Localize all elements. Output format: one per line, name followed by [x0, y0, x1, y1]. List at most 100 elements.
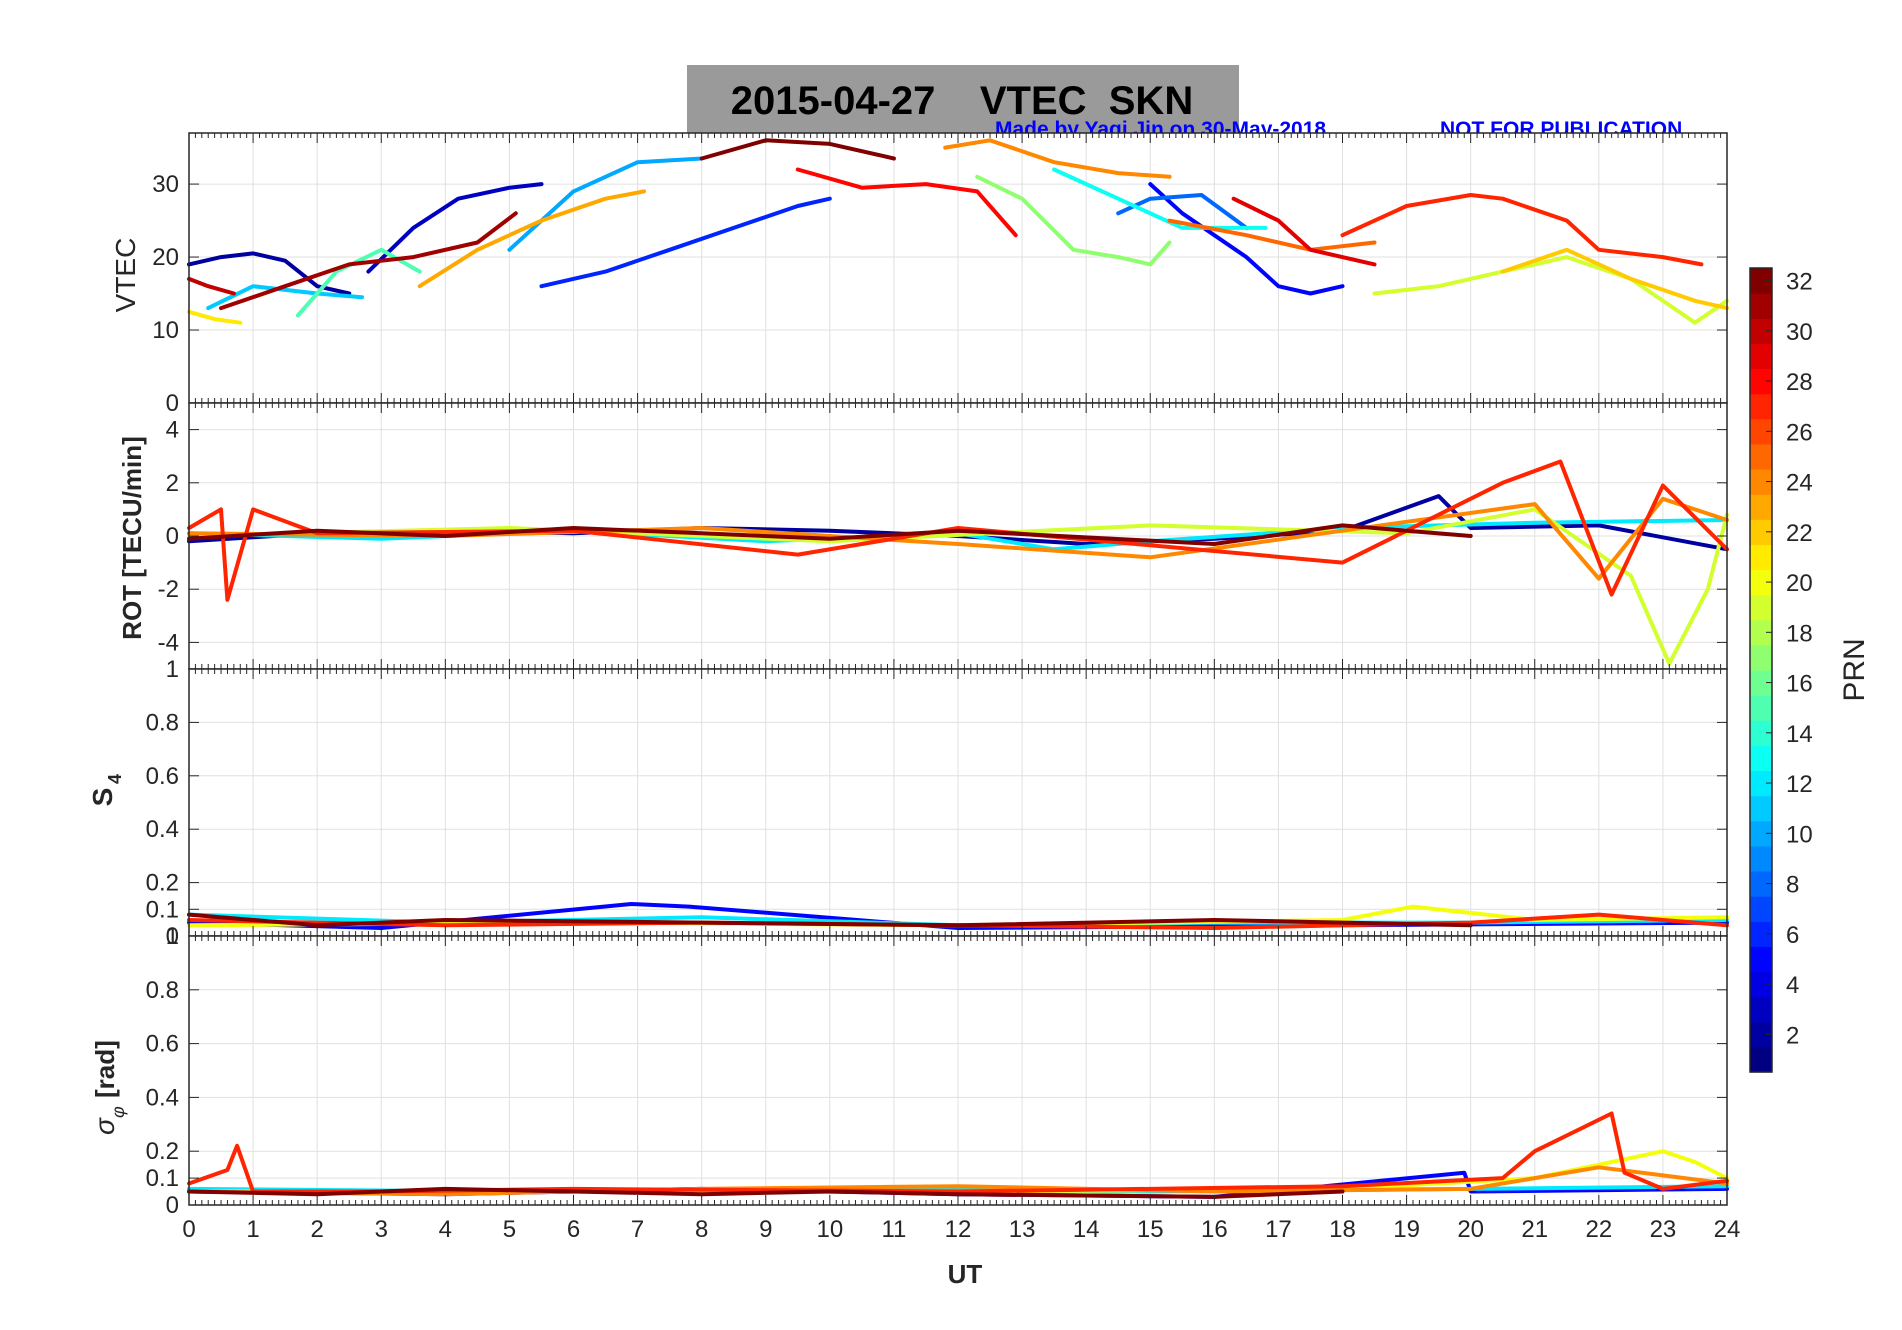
s4-axis-label-main: S	[87, 788, 118, 807]
chart-title: 2015-04-27 VTEC SKN	[731, 79, 1193, 123]
x-tick-label: 0	[182, 1216, 195, 1243]
colorbar-band	[1750, 343, 1772, 370]
y-tick-label: 0.6	[146, 1031, 179, 1058]
series-line-prn-22	[1500, 247, 1729, 311]
colorbar-tick-label: 16	[1786, 671, 1813, 698]
series-line-prn-3	[366, 182, 544, 274]
colorbar-band	[1750, 1046, 1772, 1073]
x-tick-label: 5	[503, 1216, 516, 1243]
colorbar-band	[1750, 443, 1772, 470]
y-tick-label: -2	[158, 576, 179, 603]
series-line-prn-17	[975, 174, 1172, 267]
y-tick-label: 2	[166, 470, 179, 497]
colorbar-tick-label: 6	[1786, 922, 1799, 949]
title-background	[687, 65, 1239, 133]
x-tick-label: 8	[695, 1216, 708, 1243]
y-tick-label: 0	[166, 390, 179, 417]
colorbar-tick-label: 26	[1786, 419, 1813, 446]
series-line-prn-25	[1167, 218, 1377, 252]
colorbar-band	[1750, 921, 1772, 947]
axis-ticks: 0 10 20 30	[152, 133, 1728, 417]
s4-panel: 00.10.2 0.4 0.6 0.8 1	[146, 656, 1729, 950]
series-line-prn-32	[187, 523, 1473, 546]
colorbar-band	[1750, 293, 1772, 319]
x-tick-label: 3	[375, 1216, 388, 1243]
s4-axis-label-subscript: 4	[105, 774, 125, 784]
series-line-prn-13	[1052, 167, 1268, 230]
series-line-prn-29	[1231, 196, 1377, 267]
colorbar-frame	[1749, 267, 1773, 1073]
series-group	[187, 459, 1729, 666]
colorbar-tick-label: 10	[1786, 821, 1813, 848]
series-line-prn-15	[295, 247, 422, 318]
colorbar-band	[1750, 1021, 1772, 1048]
series-line-prn-32	[187, 1186, 1345, 1199]
x-tick-label: 9	[759, 1216, 772, 1243]
panel-frame	[188, 935, 1728, 1206]
series-line-prn-31	[219, 211, 518, 311]
sigma-axis-label-main: σ	[89, 1117, 120, 1135]
colorbar-band	[1750, 418, 1772, 445]
y-tick-label: -4	[158, 629, 179, 656]
series-line-prn-19	[1372, 255, 1729, 325]
x-tick-label: 19	[1393, 1216, 1420, 1243]
colorbar-tick-label: 14	[1786, 721, 1813, 748]
rot-axis-label: ROT [TECU/min]	[117, 436, 147, 640]
x-tick-label: 16	[1201, 1216, 1228, 1243]
colorbar-band	[1750, 845, 1772, 872]
colorbar-tick-label: 28	[1786, 369, 1813, 396]
y-tick-label: 0	[166, 1192, 179, 1219]
vtec-panel: 0 10 20 30	[152, 132, 1729, 417]
colorbar-tick-label: 2	[1786, 1022, 1799, 1049]
colorbar-band	[1750, 770, 1772, 797]
sigma-axis-label-subscript: φ	[108, 1106, 128, 1118]
y-tick-label: 20	[152, 244, 179, 271]
y-tick-label: 0.2	[146, 1138, 179, 1165]
colorbar-tick-label: 4	[1786, 972, 1799, 999]
series-line-prn-6	[539, 196, 832, 289]
colorbar-tick-label: 8	[1786, 872, 1799, 899]
x-tick-label: 24	[1714, 1216, 1741, 1243]
series-line-prn-11	[206, 284, 364, 311]
series-line-prn-30	[187, 276, 236, 296]
colorbar-band	[1750, 720, 1772, 746]
series-group	[187, 138, 1729, 325]
y-tick-label: 0	[166, 523, 179, 550]
x-tick-label: 14	[1073, 1216, 1100, 1243]
sigma-axis-label: σ φ [rad]	[89, 1040, 128, 1135]
colorbar-band	[1750, 971, 1772, 998]
colorbar-band	[1750, 318, 1772, 344]
y-tick-label: 0.4	[146, 816, 179, 843]
series-line-prn-5	[1148, 182, 1345, 296]
x-tick-label: 10	[816, 1216, 843, 1243]
x-tick-label: 22	[1585, 1216, 1612, 1243]
colorbar-band	[1750, 670, 1772, 696]
series-line-prn-32	[187, 912, 1473, 928]
colorbar-band	[1750, 494, 1772, 520]
series-line-prn-23	[417, 189, 646, 289]
colorbar-tick-label: 32	[1786, 269, 1813, 296]
series-line-prn-19	[187, 507, 1729, 666]
y-tick-label: 0.2	[146, 870, 179, 897]
colorbar-tick-label: 12	[1786, 771, 1813, 798]
x-tick-label: 17	[1265, 1216, 1292, 1243]
colorbar-band	[1750, 368, 1772, 395]
vtec-axis-label: VTEC	[110, 238, 141, 313]
y-tick-label: 0	[166, 923, 179, 950]
axis-ticks: 00.10.20.40.60.81	[146, 923, 1728, 1219]
x-tick-label: 2	[310, 1216, 323, 1243]
x-tick-label: 23	[1650, 1216, 1677, 1243]
x-tick-label: 18	[1329, 1216, 1356, 1243]
y-tick-label: 1	[166, 656, 179, 683]
series-line-prn-32	[699, 138, 896, 161]
series-line-prn-27	[187, 1111, 1729, 1194]
y-tick-label: 0.6	[146, 763, 179, 790]
colorbar-band	[1750, 644, 1772, 671]
series-line-prn-24	[943, 138, 1172, 179]
colorbar-label: PRN	[1838, 638, 1871, 701]
colorbar-band	[1750, 871, 1772, 897]
colorbar-band	[1750, 695, 1772, 721]
x-tick-label: 7	[631, 1216, 644, 1243]
